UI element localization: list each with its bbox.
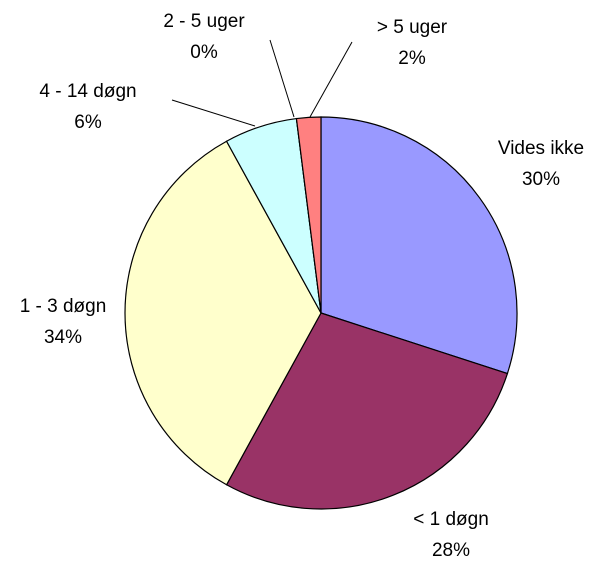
leader-line bbox=[309, 41, 353, 118]
pie-slice bbox=[225, 312, 509, 510]
value-label: 34% bbox=[44, 327, 82, 348]
slice-label: Vides ikke bbox=[498, 138, 584, 159]
slice-label: 1 - 3 døgn bbox=[20, 296, 107, 317]
value-label: 30% bbox=[522, 169, 560, 190]
value-label: 6% bbox=[74, 112, 102, 133]
leader-line bbox=[269, 39, 295, 118]
slice-label: > 5 uger bbox=[377, 17, 448, 38]
leader-line bbox=[171, 99, 256, 127]
value-label: 0% bbox=[190, 42, 218, 63]
value-label: 28% bbox=[432, 540, 470, 561]
slice-label: < 1 døgn bbox=[413, 509, 489, 530]
slice-label: 2 - 5 uger bbox=[163, 11, 245, 32]
pie-slice bbox=[320, 116, 518, 375]
slice-label: 4 - 14 døgn bbox=[39, 81, 136, 102]
value-label: 2% bbox=[398, 48, 426, 69]
pie-slice bbox=[124, 140, 322, 486]
pie-slice bbox=[295, 116, 322, 314]
